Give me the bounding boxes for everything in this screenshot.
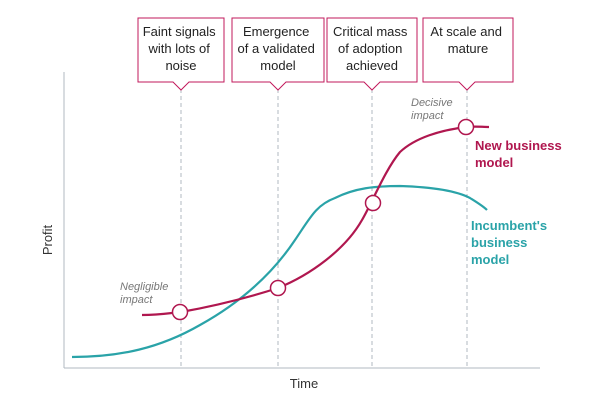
stage-box-3-line-3: achieved [346,58,398,73]
incumbent-label-line-2: business [471,235,527,250]
new-business-curve [141,125,490,317]
stage-box-4: At scale and mature [422,17,514,91]
decisive-impact-line-1: Decisive [411,97,453,109]
milestone-marker-negligible [171,303,189,321]
y-axis-label: Profit [40,224,55,255]
stage-box-4-line-2: mature [448,41,488,56]
x-axis-label: Time [290,376,318,391]
stage-box-2-line-1: Emergence [243,24,309,39]
milestone-marker-critical-mass [364,194,382,212]
milestone-marker-validated [269,279,287,297]
new-business-label-line-1: New business [475,138,562,153]
stage-box-2-line-3: model [260,58,296,73]
stage-box-1-line-3: noise [165,58,196,73]
stage-box-1-outline [137,17,225,91]
new-business-label-line-2: model [475,155,513,170]
svg-text:Critical mass of adoptio: Critical mass of adoption achieved [333,24,411,73]
stage-box-4-line-1: At scale and [430,24,502,39]
stage-box-3-line-2: of adoption [338,41,402,56]
stage-box-3-outline [326,17,418,91]
milestone-markers [171,118,475,321]
svg-text:Emergence of a validated: Emergence of a validated model [238,24,319,73]
svg-text:At scale and mature: At scale and mature [430,24,505,56]
new-business-label: New business model [475,138,565,170]
svg-text:Faint signals with lots: Faint signals with lots of noise [143,24,220,73]
negligible-impact-line-2: impact [120,294,153,306]
stage-guides [180,82,468,368]
stage-box-4-outline [422,17,514,91]
decisive-impact-line-2: impact [411,110,444,122]
incumbent-label-line-1: Incumbent's [471,218,547,233]
stage-box-2-outline [231,17,325,91]
decisive-impact-note: Decisive impact [411,97,456,122]
milestone-marker-decisive [457,118,475,136]
incumbent-label: Incumbent's business model [471,218,551,267]
negligible-impact-line-1: Negligible [120,281,168,293]
incumbent-label-line-3: model [471,252,509,267]
stage-box-3-line-1: Critical mass [333,24,408,39]
axes: Profit Time [40,72,540,391]
stage-box-1-line-2: with lots of [147,41,210,56]
stage-box-2: Emergence of a validated model [231,17,325,91]
incumbent-curve [71,184,488,359]
stage-box-1-line-1: Faint signals [143,24,216,39]
stage-box-3: Critical mass of adoption achieved [326,17,418,91]
negligible-impact-note: Negligible impact [120,281,171,306]
stage-box-1: Faint signals with lots of noise [137,17,225,91]
stage-box-2-line-2: of a validated [238,41,315,56]
